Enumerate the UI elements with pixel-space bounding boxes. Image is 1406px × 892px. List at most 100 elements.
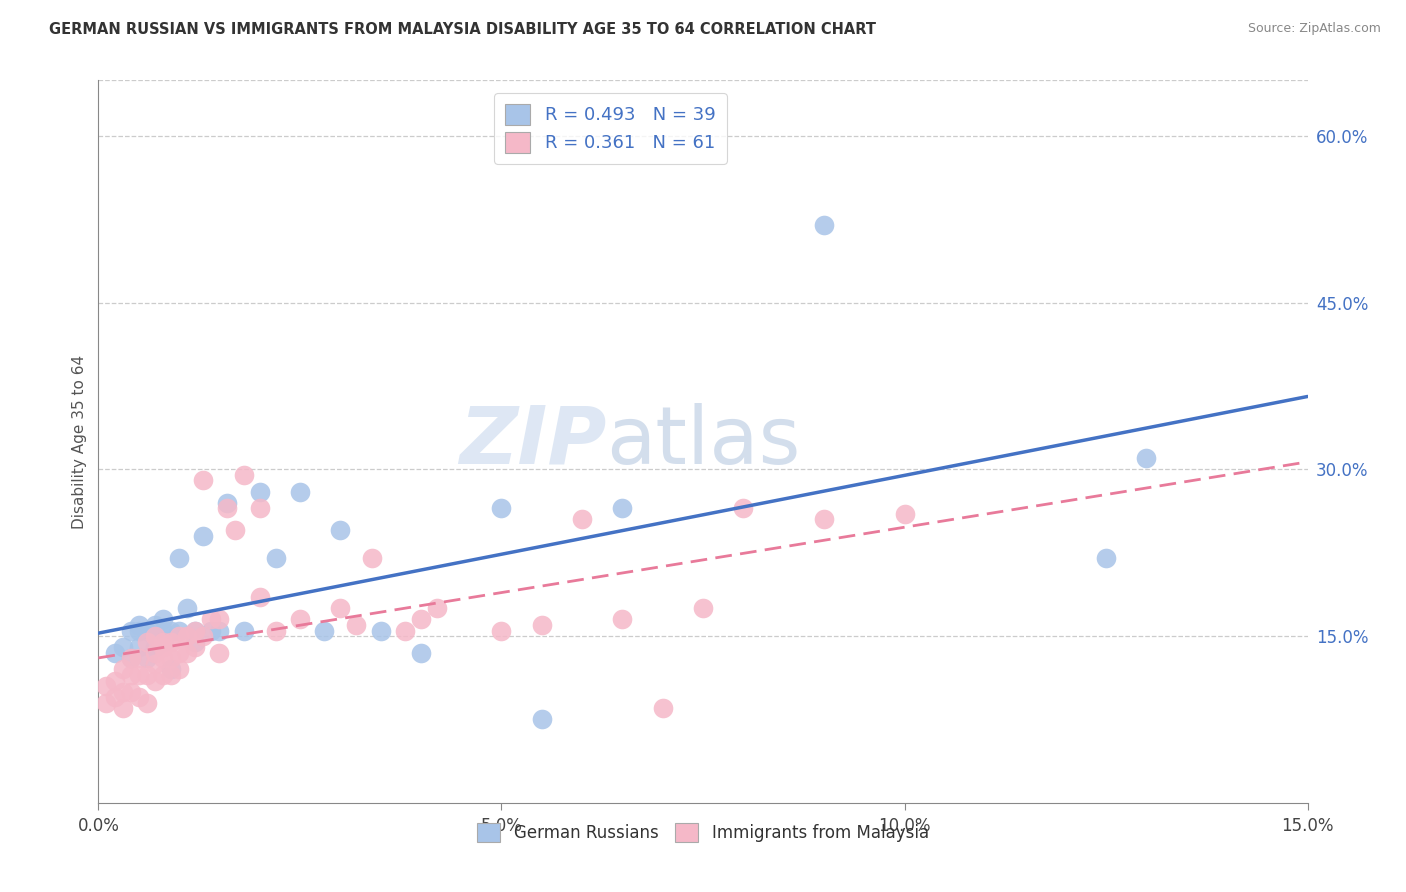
Point (329, 524, 352, 538)
Point (426, 601, 449, 615)
Point (135, 668, 157, 682)
Point (120, 668, 142, 682)
Point (152, 640, 174, 655)
Point (200, 612, 222, 626)
Point (733, 501, 755, 516)
Point (167, 624, 190, 638)
Point (249, 501, 271, 516)
Point (193, 529, 215, 543)
Point (530, 713, 553, 727)
Point (96, 696, 118, 710)
Point (208, 624, 231, 638)
Text: Source: ZipAtlas.com: Source: ZipAtlas.com (1247, 22, 1381, 36)
Point (160, 651, 183, 665)
Point (111, 701, 134, 715)
Point (143, 640, 166, 655)
Point (143, 618, 166, 632)
Point (651, 701, 673, 715)
Point (111, 640, 134, 655)
Legend: German Russians, Immigrants from Malaysia: German Russians, Immigrants from Malaysi… (471, 816, 935, 848)
Point (409, 612, 432, 626)
Point (160, 662, 183, 676)
Point (160, 624, 183, 638)
Point (176, 601, 198, 615)
Point (409, 646, 432, 660)
Point (491, 501, 513, 516)
Point (249, 590, 271, 604)
Point (120, 651, 142, 665)
Point (96, 679, 118, 693)
Point (200, 624, 222, 638)
Point (612, 501, 634, 516)
Point (264, 624, 287, 638)
Point (232, 467, 254, 482)
Y-axis label: Disability Age 35 to 64: Disability Age 35 to 64 (72, 354, 87, 529)
Point (135, 651, 157, 665)
Point (813, 218, 835, 232)
Point (111, 662, 134, 676)
Point (152, 624, 174, 638)
Point (208, 646, 231, 660)
Point (120, 651, 142, 665)
Point (491, 624, 513, 638)
Point (103, 690, 125, 705)
Point (143, 657, 166, 671)
Point (184, 624, 207, 638)
Point (176, 629, 198, 643)
Point (208, 612, 231, 626)
Text: atlas: atlas (606, 402, 800, 481)
Point (193, 629, 215, 643)
Point (394, 624, 416, 638)
Point (103, 646, 125, 660)
Point (288, 612, 311, 626)
Point (813, 512, 835, 526)
Point (370, 624, 392, 638)
Point (135, 634, 157, 648)
Point (160, 634, 183, 648)
Point (128, 618, 150, 632)
Point (143, 646, 166, 660)
Point (152, 634, 174, 648)
Point (143, 629, 166, 643)
Point (152, 612, 174, 626)
Point (249, 484, 271, 499)
Point (120, 624, 142, 638)
Point (160, 668, 183, 682)
Point (128, 668, 150, 682)
Point (176, 646, 198, 660)
Point (167, 646, 190, 660)
Point (167, 629, 190, 643)
Point (217, 501, 239, 516)
Point (152, 651, 174, 665)
Point (184, 634, 207, 648)
Point (184, 624, 207, 638)
Text: ZIP: ZIP (458, 402, 606, 481)
Point (111, 684, 134, 698)
Point (571, 512, 593, 526)
Point (530, 618, 553, 632)
Point (612, 612, 634, 626)
Point (167, 662, 190, 676)
Point (224, 524, 246, 538)
Text: GERMAN RUSSIAN VS IMMIGRANTS FROM MALAYSIA DISABILITY AGE 35 TO 64 CORRELATION C: GERMAN RUSSIAN VS IMMIGRANTS FROM MALAYS… (49, 22, 876, 37)
Point (152, 668, 174, 682)
Point (128, 624, 150, 638)
Point (128, 640, 150, 655)
Point (103, 673, 125, 688)
Point (344, 618, 367, 632)
Point (135, 624, 157, 638)
Point (1095, 551, 1118, 566)
Point (692, 601, 714, 615)
Point (232, 624, 254, 638)
Point (184, 640, 207, 655)
Point (217, 496, 239, 510)
Point (193, 474, 215, 488)
Point (288, 484, 311, 499)
Point (361, 551, 384, 566)
Point (314, 624, 336, 638)
Point (167, 551, 190, 566)
Point (143, 673, 166, 688)
Point (329, 601, 352, 615)
Point (1135, 451, 1157, 466)
Point (152, 634, 174, 648)
